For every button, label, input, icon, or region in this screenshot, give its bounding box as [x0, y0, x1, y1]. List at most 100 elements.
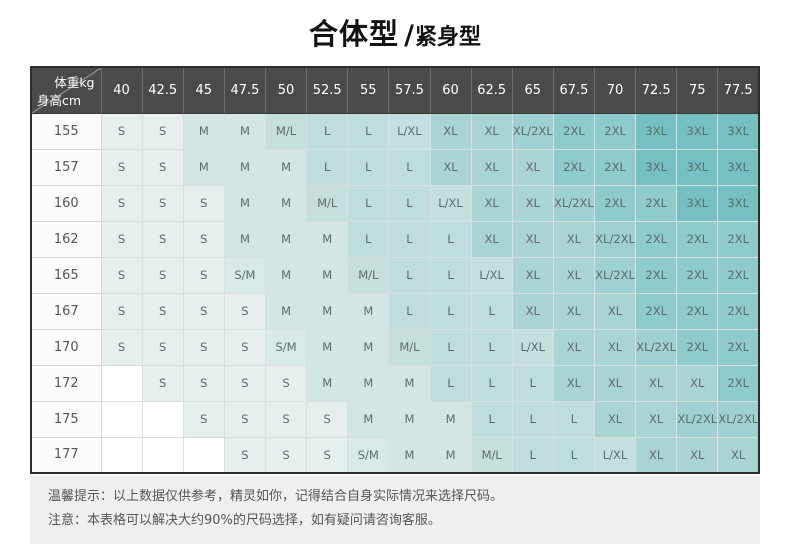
weight-header-cell: 75: [676, 67, 719, 114]
table-row: 172 S S S S M M M L L L XL XL XL XL 2XL: [30, 364, 760, 402]
table-row: 155 S S M M M/L L L L/XL XL XL XL/2XL 2XL 2XL 3XL 3XL 3X…: [30, 112, 760, 150]
footer-notes: 温馨提示：以上数据仅供参考，精灵如你，记得结合自身实际情况来选择尺码。 注意：本…: [30, 476, 760, 545]
weight-header-cell: 72.5: [635, 67, 678, 114]
weight-header-cell: 52.5: [306, 67, 349, 114]
weight-header-cell: 40: [101, 67, 143, 114]
size-cell: L: [429, 292, 472, 330]
table-row: 165 S S S S/M M M M/L L L L/XL XL XL XL/2XL 2XL 2XL 2XL: [30, 256, 760, 294]
weight-header-cell: 62.5: [471, 67, 513, 114]
size-cell: [182, 436, 225, 474]
size-cell: L: [511, 364, 554, 402]
size-cell: M: [306, 328, 349, 366]
size-cell: 3XL: [676, 112, 719, 150]
size-cell: S: [306, 400, 349, 438]
height-cell: 167: [30, 292, 102, 330]
size-cell: L: [429, 328, 472, 366]
weight-header-cell: 55: [347, 67, 390, 114]
size-cell: L: [429, 256, 472, 294]
size-cell: S: [100, 148, 143, 186]
size-cell: S: [141, 184, 184, 222]
size-cell: 2XL: [635, 184, 678, 222]
size-cell: M/L: [388, 328, 431, 366]
size-cell: XL: [552, 328, 596, 366]
size-cell: [100, 364, 143, 402]
title-sub: 紧身型: [414, 25, 481, 50]
size-cell: S: [182, 256, 225, 294]
size-cell: M: [264, 292, 308, 330]
size-cell: M/L: [347, 256, 390, 294]
size-cell: L: [470, 364, 513, 402]
size-cell: S/M: [264, 328, 308, 366]
size-cell: M: [223, 184, 267, 222]
size-cell: M: [429, 400, 472, 438]
height-cell: 162: [30, 220, 102, 258]
size-cell: 3XL: [676, 184, 719, 222]
size-cell: XL: [635, 436, 678, 474]
weight-header-cell: 50: [265, 67, 308, 114]
size-cell: 2XL: [676, 328, 719, 366]
size-cell: XL/2XL: [552, 184, 596, 222]
size-cell: S: [141, 112, 184, 150]
size-cell: L: [511, 400, 554, 438]
size-cell: S: [264, 400, 308, 438]
size-cell: L: [470, 400, 513, 438]
size-cell: XL: [470, 220, 513, 258]
size-cell: L/XL: [429, 184, 472, 222]
table-row: 175 S S S S M M M L L L XL XL XL/2XL XL/2XL: [30, 400, 760, 438]
size-cell: S: [182, 220, 225, 258]
size-cell: L: [347, 184, 390, 222]
weight-header-cell: 70: [594, 67, 637, 114]
height-cell: 157: [30, 148, 102, 186]
table-row: 177 S S S S/M M M M/L L L L/XL XL XL XL: [30, 436, 760, 474]
size-cell: XL: [429, 112, 472, 150]
size-cell: 2XL: [676, 292, 719, 330]
size-cell: S: [182, 400, 225, 438]
size-cell: L/XL: [388, 112, 431, 150]
height-cell: 170: [30, 328, 102, 366]
size-cell: 2XL: [593, 112, 637, 150]
size-cell: XL: [593, 364, 637, 402]
height-cell: 155: [30, 112, 102, 150]
size-cell: S: [100, 112, 143, 150]
size-cell: M: [388, 364, 431, 402]
size-cell: L: [347, 148, 390, 186]
size-cell: 2XL: [635, 292, 678, 330]
size-cell: M: [388, 400, 431, 438]
weight-header-cell: 57.5: [388, 67, 431, 114]
size-cell: M: [429, 436, 472, 474]
size-cell: XL: [552, 220, 596, 258]
size-cell: L: [470, 292, 513, 330]
size-cell: L: [388, 148, 431, 186]
size-cell: S: [182, 184, 225, 222]
footer-tip-line: 温馨提示：以上数据仅供参考，精灵如你，记得结合自身实际情况来选择尺码。: [48, 489, 504, 504]
size-cell: 2XL: [552, 148, 596, 186]
size-cell: XL: [676, 436, 719, 474]
size-cell: XL: [552, 292, 596, 330]
size-cell: XL: [429, 148, 472, 186]
size-cell: S: [141, 328, 184, 366]
size-cell: M: [306, 256, 349, 294]
size-cell: 2XL: [717, 292, 760, 330]
size-cell: [100, 436, 143, 474]
size-cell: S: [100, 328, 143, 366]
size-cell: XL/2XL: [717, 400, 760, 438]
weight-header-cell: 47.5: [224, 67, 267, 114]
size-cell: S: [264, 436, 308, 474]
size-cell: M: [347, 400, 390, 438]
size-cell: S: [182, 292, 225, 330]
size-cell: XL: [593, 292, 637, 330]
height-axis-label: 身高cm: [37, 92, 82, 108]
size-cell: L: [347, 112, 390, 150]
size-cell: M: [264, 148, 308, 186]
weight-header-row: 体重kg 身高cm 40 42.5 45 47.5 50 52.5 55 57.5 60 62.5…: [31, 67, 760, 114]
size-cell: M: [347, 328, 390, 366]
size-cell: XL: [511, 184, 554, 222]
size-cell: S: [141, 148, 184, 186]
size-cell: M: [306, 292, 349, 330]
size-cell: 2XL: [635, 256, 678, 294]
size-cell: 2XL: [552, 112, 596, 150]
table-row: 162 S S S M M M L L L XL XL XL XL/2XL 2XL 2XL 2XL: [30, 220, 760, 258]
size-cell: S/M: [223, 256, 267, 294]
size-cell: L: [306, 112, 349, 150]
size-cell: M: [388, 436, 431, 474]
